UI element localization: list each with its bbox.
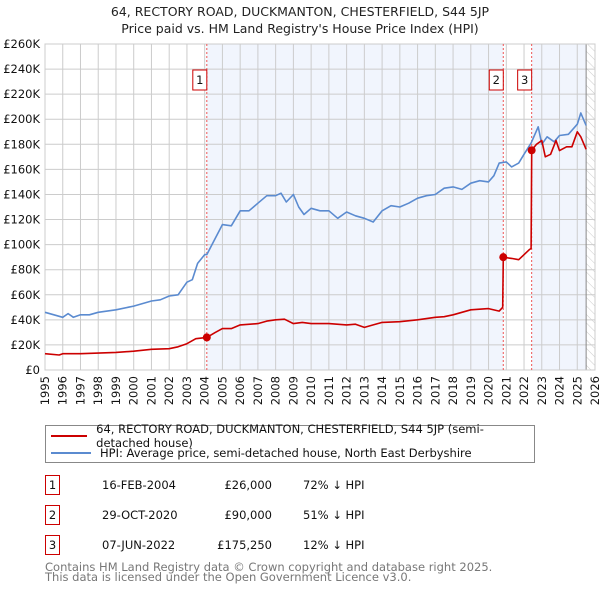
y-tick-label: £60K [11,288,41,302]
y-tick-label: £180K [3,137,40,151]
y-tick-label: £140K [3,187,40,201]
ownership-shade-1 [206,44,504,370]
x-tick-label: 1995 [38,376,52,405]
chart-subtitle: Price paid vs. HM Land Registry's House … [121,21,479,36]
transaction-date: 29-OCT-2020 [102,508,178,522]
x-tick-label: 2010 [304,376,318,405]
x-tick-label: 2015 [393,376,407,405]
footer-copyright: Contains HM Land Registry data © Crown c… [45,560,493,574]
x-tick-label: 2003 [180,376,194,405]
y-tick-label: £260K [3,37,40,51]
legend-item-property: 64, RECTORY ROAD, DUCKMANTON, CHESTERFIE… [51,422,534,450]
x-tick-label: 1997 [73,376,87,405]
transaction-hpi-diff: 51% ↓ HPI [303,508,365,522]
legend: 64, RECTORY ROAD, DUCKMANTON, CHESTERFIE… [45,422,535,463]
legend-swatch-hpi [51,452,91,454]
transaction-price: £90,000 [224,508,272,522]
y-tick-label: £40K [11,313,41,327]
x-tick-label: 2020 [482,376,496,405]
price-chart: £0 £20K £40K £60K £80K £100K £120K £140K £160K £1… [3,37,600,405]
x-tick-label: 2005 [215,376,229,405]
sale-label-box [517,69,533,91]
x-tick-label: 2019 [464,376,478,405]
y-tick-label: £0 [25,363,40,377]
sale-label: 1 [196,73,203,87]
footer-licence: This data is licensed under the Open Gov… [45,570,412,584]
sale-point [499,253,508,262]
sale-point [527,146,536,155]
sale-label-box [192,69,208,91]
transaction-date: 16-FEB-2004 [102,478,176,492]
transaction-hpi-diff: 12% ↓ HPI [303,538,365,552]
transaction-number: 3 [45,535,60,555]
x-tick-label: 2017 [428,376,442,405]
y-tick-label: £220K [3,87,40,101]
x-tick-label: 1998 [91,376,105,405]
x-tick-label: 2002 [162,376,176,405]
transaction-price: £175,250 [217,538,272,552]
y-tick-label: £240K [3,62,40,76]
legend-item-hpi: HPI: Average price, semi-detached house,… [51,445,472,461]
hpi-line [44,112,587,319]
property-price-line [44,131,587,356]
x-tick-label: 2013 [357,376,371,405]
legend-label-property: 64, RECTORY ROAD, DUCKMANTON, CHESTERFIE… [96,422,484,450]
x-tick-label: 2016 [411,376,425,405]
x-tick-label: 2026 [588,376,600,405]
sale-point [202,333,211,342]
x-tick-label: 2014 [375,376,389,405]
x-tick-label: 2023 [535,376,549,405]
x-tick-label: 2004 [198,376,212,405]
x-tick-label: 1999 [109,376,123,405]
y-tick-label: £20K [11,338,41,352]
x-tick-label: 2022 [517,376,531,405]
x-tick-label: 2012 [340,376,354,405]
y-tick-label: £80K [11,263,41,277]
x-tick-label: 1996 [56,376,70,405]
transaction-price: £26,000 [224,478,272,492]
legend-swatch-property [51,435,88,437]
sale-label: 3 [521,73,528,87]
x-tick-label: 2001 [144,376,158,405]
y-tick-label: £200K [3,112,40,126]
x-tick-label: 2011 [322,376,336,405]
x-tick-label: 2007 [251,376,265,405]
y-tick-label: £120K [3,213,40,227]
transaction-number: 1 [45,475,60,495]
future-hatch [586,44,595,370]
x-tick-label: 2025 [570,376,584,405]
sale-label: 2 [493,73,500,87]
plot-frame [44,43,596,371]
transaction-date: 07-JUN-2022 [102,538,176,552]
x-tick-label: 2006 [233,376,247,405]
x-tick-label: 2018 [446,376,460,405]
transaction-hpi-diff: 72% ↓ HPI [303,478,365,492]
transaction-number: 2 [45,505,60,525]
x-tick-label: 2021 [499,376,513,405]
x-tick-label: 2009 [286,376,300,405]
ownership-shade-2 [531,44,587,370]
y-tick-label: £100K [3,238,40,252]
x-tick-label: 2008 [269,376,283,405]
legend-label-hpi: HPI: Average price, semi-detached house,… [100,446,472,460]
y-tick-label: £160K [3,162,40,176]
chart-title: 64, RECTORY ROAD, DUCKMANTON, CHESTERFIE… [110,4,490,19]
x-tick-label: 2000 [127,376,141,405]
x-tick-label: 2024 [553,376,567,405]
sale-label-box [488,69,504,91]
